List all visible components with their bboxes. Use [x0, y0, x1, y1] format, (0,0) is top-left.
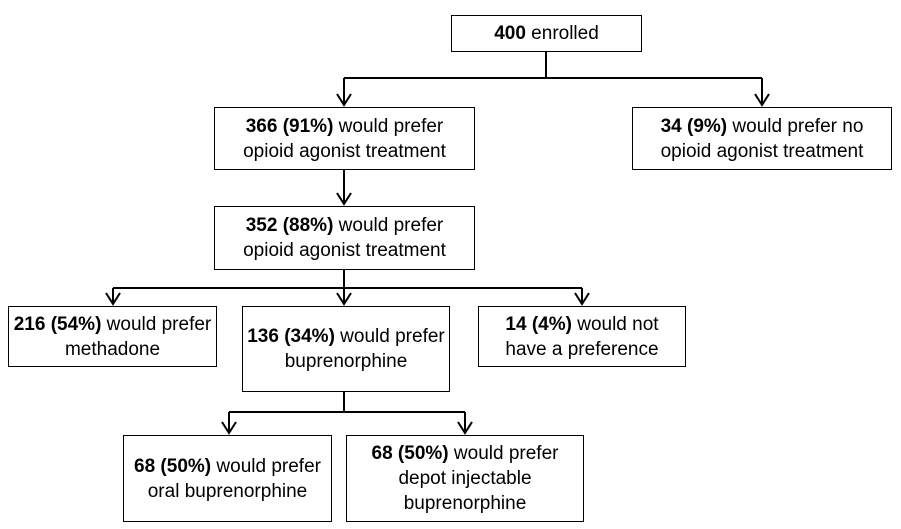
box-prefer-no-oat-count: 34 (9%)	[660, 115, 728, 137]
box-methadone-label: 216 (54%) would prefer methadone	[13, 312, 212, 362]
box-buprenorphine: 136 (34%) would prefer buprenorphine	[242, 306, 450, 392]
box-buprenorphine-label: 136 (34%) would prefer buprenorphine	[247, 324, 445, 374]
arrowhead-methadone	[105, 292, 121, 306]
box-enrolled-text: enrolled	[525, 23, 599, 44]
arrowhead-no-preference	[574, 292, 590, 306]
arrowhead-oat2	[336, 192, 352, 206]
box-no-preference-count: 14 (4%)	[505, 313, 572, 335]
box-no-preference-label: 14 (4%) would not have a preference	[483, 312, 681, 362]
box-enrolled: 400 enrolled	[451, 15, 642, 52]
box-prefer-oat: 366 (91%) would prefer opioid agonist tr…	[214, 107, 475, 170]
box-depot-buprenorphine: 68 (50%) would prefer depot injectable b…	[346, 435, 584, 522]
box-enrolled-count: 400	[494, 23, 526, 44]
box-oral-buprenorphine: 68 (50%) would prefer oral buprenorphine	[123, 435, 332, 522]
box-enrolled-label: 400 enrolled	[494, 21, 599, 46]
box-prefer-no-oat-label: 34 (9%) would prefer no opioid agonist t…	[637, 114, 887, 164]
arrowhead-oral	[221, 421, 237, 435]
box-oral-buprenorphine-text: would prefer oral buprenorphine	[147, 455, 321, 502]
box-methadone: 216 (54%) would prefer methadone	[8, 306, 217, 367]
box-prefer-oat-2: 352 (88%) would prefer opioid agonist tr…	[214, 206, 475, 270]
box-no-preference: 14 (4%) would not have a preference	[478, 306, 686, 367]
box-prefer-oat-2-label: 352 (88%) would prefer opioid agonist tr…	[219, 213, 470, 263]
box-prefer-oat-label: 366 (91%) would prefer opioid agonist tr…	[219, 114, 470, 164]
box-depot-buprenorphine-text: would prefer depot injectable buprenorph…	[398, 443, 559, 514]
box-prefer-oat-2-text: would prefer opioid agonist treatment	[243, 215, 446, 261]
arrowhead-depot	[457, 421, 473, 435]
box-oral-buprenorphine-label: 68 (50%) would prefer oral buprenorphine	[128, 454, 327, 504]
arrowhead-buprenorphine	[336, 292, 352, 306]
box-prefer-oat-count: 366 (91%)	[245, 115, 334, 137]
box-prefer-no-oat-text: would prefer no opioid agonist treatment	[660, 115, 864, 162]
arrowhead-prefer-oat	[336, 93, 352, 107]
box-depot-buprenorphine-label: 68 (50%) would prefer depot injectable b…	[351, 441, 579, 516]
box-methadone-text: would prefer methadone	[64, 313, 212, 360]
box-depot-buprenorphine-count: 68 (50%)	[371, 443, 449, 464]
box-prefer-oat-2-count: 352 (88%)	[245, 215, 334, 236]
box-methadone-count: 216 (54%)	[13, 313, 102, 335]
arrowhead-prefer-no-oat	[754, 93, 770, 107]
box-no-preference-text: would not have a preference	[505, 313, 659, 360]
box-oral-buprenorphine-count: 68 (50%)	[134, 455, 212, 477]
box-buprenorphine-count: 136 (34%)	[247, 326, 335, 347]
box-prefer-no-oat: 34 (9%) would prefer no opioid agonist t…	[632, 107, 892, 170]
box-buprenorphine-text: would prefer buprenorphine	[284, 326, 445, 372]
box-prefer-oat-text: would prefer opioid agonist treatment	[243, 115, 446, 162]
